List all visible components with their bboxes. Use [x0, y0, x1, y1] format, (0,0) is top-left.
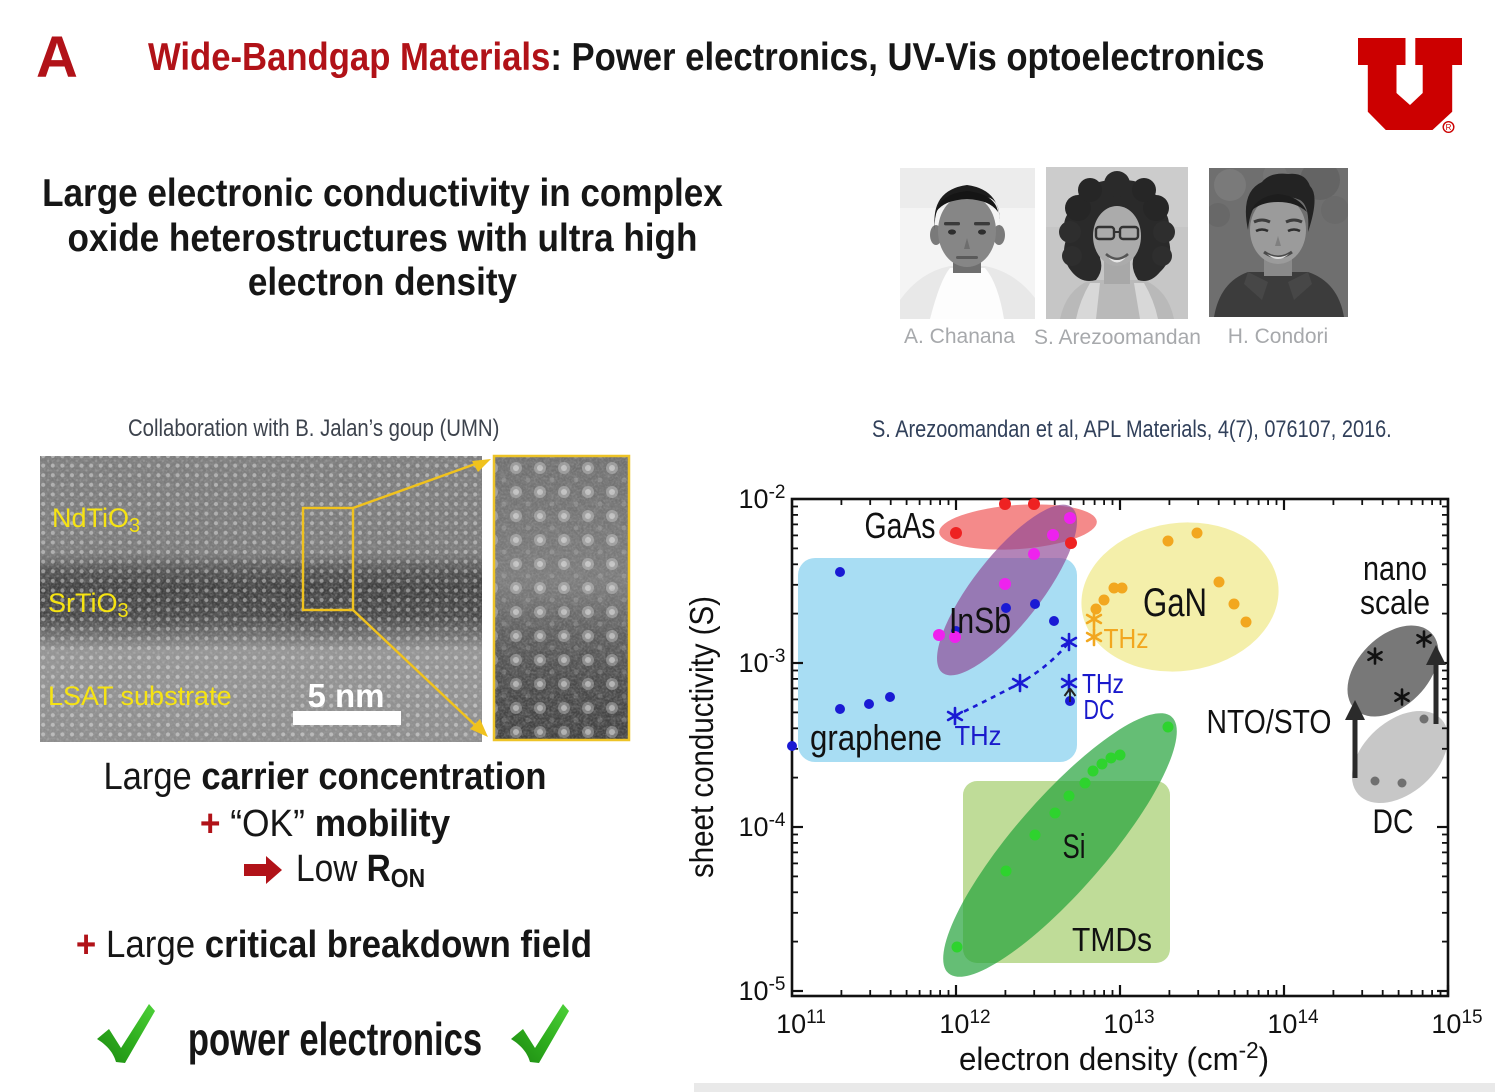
svg-text:InSb: InSb — [949, 600, 1011, 641]
svg-text:10-4: 10-4 — [739, 810, 786, 842]
svg-text:NdTiO3: NdTiO3 — [52, 503, 140, 537]
svg-text:1015: 1015 — [1431, 1007, 1482, 1039]
svg-text:1011: 1011 — [776, 1007, 826, 1039]
svg-text:Si: Si — [1063, 828, 1086, 866]
svg-text:THz: THz — [955, 720, 1002, 751]
svg-text:10-3: 10-3 — [739, 646, 786, 678]
svg-text:1013: 1013 — [1103, 1007, 1154, 1039]
svg-text:graphene: graphene — [810, 717, 942, 758]
svg-text:nano: nano — [1363, 550, 1427, 588]
svg-text:DC: DC — [1084, 694, 1115, 725]
svg-text:electron density (cm-2): electron density (cm-2) — [959, 1037, 1269, 1077]
svg-text:1014: 1014 — [1267, 1007, 1319, 1039]
svg-text:5 nm: 5 nm — [307, 677, 384, 714]
svg-text:DC: DC — [1373, 803, 1414, 841]
svg-text:TMDs: TMDs — [1072, 921, 1152, 958]
svg-text:10-2: 10-2 — [739, 482, 786, 514]
svg-text:R: R — [1446, 123, 1452, 132]
svg-text:NTO/STO: NTO/STO — [1207, 703, 1332, 740]
svg-text:scale: scale — [1360, 584, 1430, 622]
svg-text:GaN: GaN — [1143, 581, 1207, 625]
svg-text:10-5: 10-5 — [739, 974, 786, 1006]
svg-text:GaAs: GaAs — [865, 505, 936, 546]
svg-text:THz: THz — [1082, 668, 1124, 699]
svg-text:1012: 1012 — [939, 1007, 990, 1039]
svg-text:sheet conductivity (S): sheet conductivity (S) — [683, 596, 720, 878]
svg-text:LSAT substrate: LSAT substrate — [48, 681, 232, 711]
svg-text:THz: THz — [1104, 623, 1149, 654]
svg-text:SrTiO3: SrTiO3 — [48, 588, 129, 622]
